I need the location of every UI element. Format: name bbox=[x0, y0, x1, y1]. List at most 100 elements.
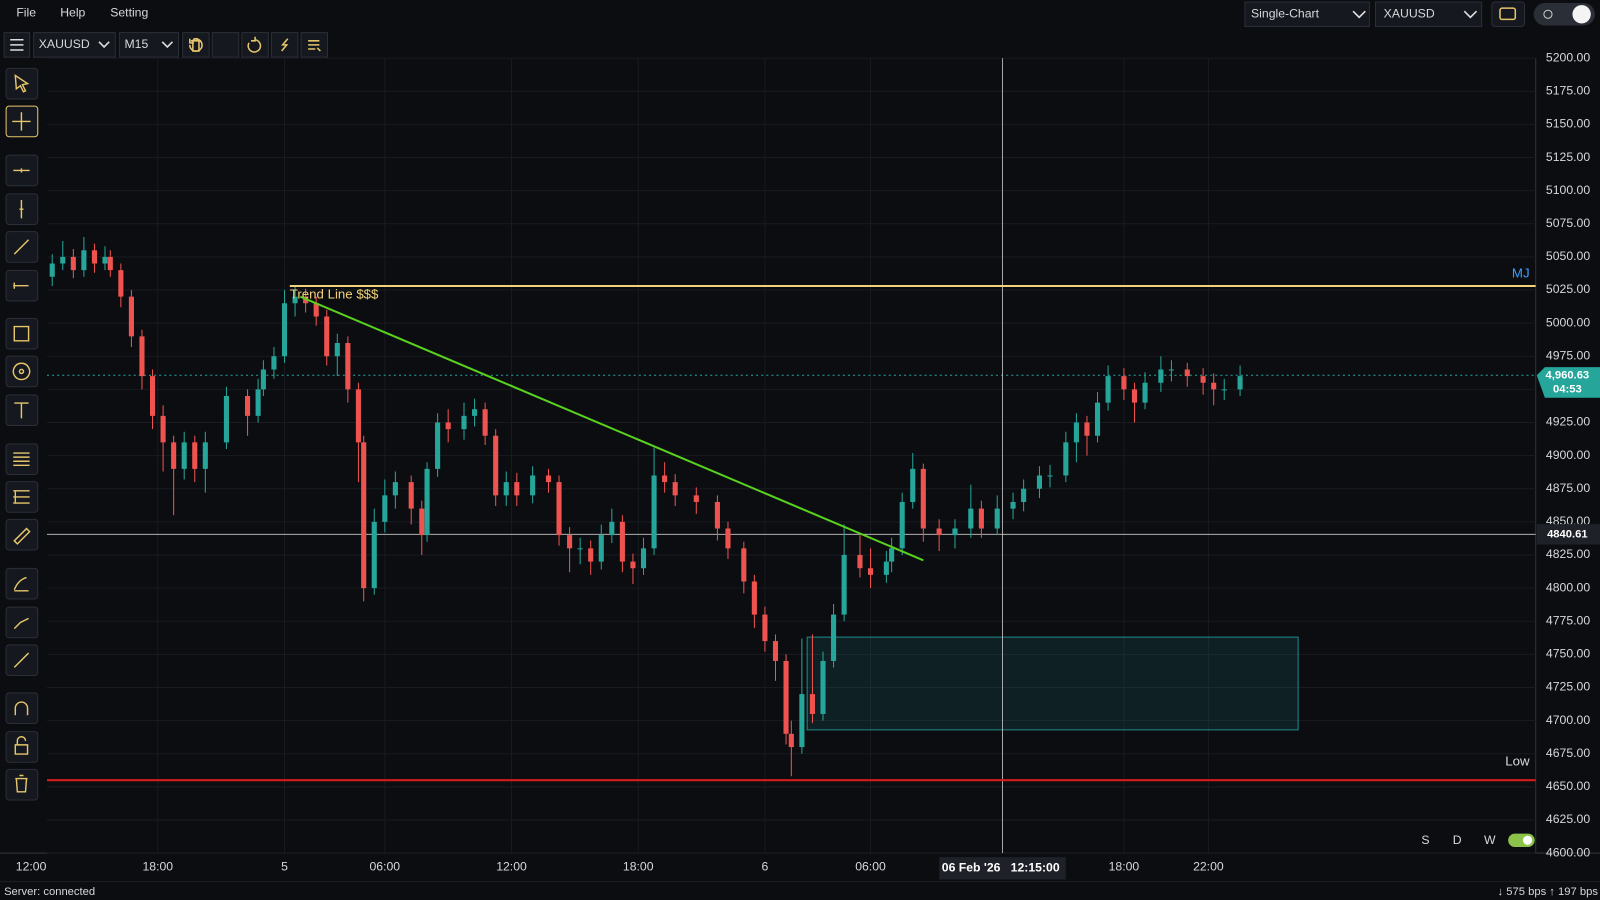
candle-body bbox=[245, 395, 251, 416]
y-tick-label: 4975.00 bbox=[1546, 348, 1590, 362]
candle-body bbox=[751, 581, 757, 615]
tool-button[interactable] bbox=[5, 768, 39, 801]
icon bbox=[13, 239, 30, 255]
icon bbox=[281, 38, 289, 52]
candle-body bbox=[1168, 369, 1174, 371]
y-tick-label: 4625.00 bbox=[1546, 812, 1590, 826]
candle-body bbox=[609, 521, 615, 536]
candle-body bbox=[1184, 369, 1190, 377]
x-tick-label: 18:00 bbox=[142, 860, 173, 874]
symbol-label: XAUUSD bbox=[1384, 7, 1435, 21]
symbol-label: XAUUSD bbox=[39, 37, 90, 51]
y-tick-label: 4800.00 bbox=[1546, 580, 1590, 594]
tool-button[interactable] bbox=[5, 67, 39, 100]
range-button[interactable]: S bbox=[1421, 833, 1429, 847]
candle-body bbox=[809, 694, 815, 714]
candle-body bbox=[107, 256, 113, 271]
candle-body bbox=[1094, 402, 1101, 436]
candle-body bbox=[1036, 475, 1043, 489]
menu-item[interactable]: Help bbox=[60, 5, 85, 19]
x-tick-label: 22:00 bbox=[1193, 860, 1224, 874]
candle-body bbox=[81, 250, 87, 271]
toolbar-button[interactable] bbox=[241, 32, 269, 58]
candle-body bbox=[128, 296, 134, 337]
candle-body bbox=[503, 482, 509, 496]
candle-body bbox=[482, 409, 488, 436]
tool-button[interactable] bbox=[5, 443, 39, 475]
last-price-box bbox=[1536, 367, 1600, 398]
candle-body bbox=[672, 482, 678, 496]
candle-body bbox=[1105, 376, 1111, 403]
candle-body bbox=[371, 521, 377, 589]
candle-body bbox=[160, 415, 166, 443]
candle-body bbox=[223, 395, 229, 443]
candle-body bbox=[936, 528, 942, 536]
menu-item[interactable]: Setting bbox=[110, 5, 148, 19]
line-tag: MJ bbox=[1512, 265, 1530, 280]
candle-body bbox=[867, 568, 874, 575]
y-tick-label: 4750.00 bbox=[1546, 647, 1590, 661]
y-tick-label: 4600.00 bbox=[1546, 845, 1590, 859]
icon bbox=[13, 490, 30, 504]
candle-body bbox=[445, 422, 451, 430]
y-tick-label: 4825.00 bbox=[1546, 547, 1590, 561]
crosshair-time-box bbox=[939, 857, 1066, 880]
toolbar-button[interactable] bbox=[211, 32, 240, 58]
candle-body bbox=[783, 660, 789, 734]
candle-body bbox=[281, 303, 288, 357]
candle-body bbox=[545, 475, 552, 483]
toolbar-button[interactable] bbox=[182, 32, 210, 58]
candle-body bbox=[910, 468, 916, 502]
candle-body bbox=[118, 270, 124, 297]
y-tick-label: 5100.00 bbox=[1546, 183, 1590, 197]
candle-body bbox=[920, 468, 926, 529]
candle-body bbox=[630, 561, 636, 569]
tool-button[interactable] bbox=[5, 692, 39, 724]
candle-body bbox=[725, 528, 731, 549]
symbol-select[interactable] bbox=[1375, 1, 1483, 28]
candle-body bbox=[91, 250, 98, 264]
icon bbox=[13, 576, 29, 592]
y-tick-label: 5150.00 bbox=[1546, 117, 1590, 131]
x-tick-label: 18:00 bbox=[1109, 860, 1140, 874]
candle-body bbox=[419, 508, 425, 536]
candle-body bbox=[1131, 389, 1138, 403]
layout-select[interactable] bbox=[1244, 1, 1370, 28]
tool-button[interactable] bbox=[5, 355, 39, 388]
tool-button[interactable] bbox=[5, 518, 39, 551]
line-label: Trend Line $$$ bbox=[290, 287, 379, 302]
candle-body bbox=[1211, 382, 1217, 390]
candle-body bbox=[313, 303, 319, 317]
dropdown-arrow bbox=[1463, 10, 1478, 19]
x-tick-label: 6 bbox=[762, 860, 769, 874]
candle-body bbox=[139, 336, 145, 377]
menu-item[interactable]: File bbox=[16, 5, 36, 19]
candle-body bbox=[799, 694, 805, 748]
y-tick-label: 4650.00 bbox=[1546, 779, 1590, 793]
demand-zone bbox=[806, 636, 1299, 731]
tool-button[interactable] bbox=[5, 567, 39, 600]
toolbar-button[interactable] bbox=[270, 32, 299, 58]
candle-body bbox=[461, 415, 467, 430]
candle-body bbox=[530, 475, 536, 496]
icon bbox=[13, 282, 29, 289]
tv-button[interactable] bbox=[1491, 1, 1525, 28]
tool-button[interactable] bbox=[5, 731, 39, 763]
range-button[interactable]: D bbox=[1453, 833, 1462, 847]
x-tick-label: 18:00 bbox=[623, 860, 654, 874]
plot-area: Trend Line $$$ MJ Low bbox=[46, 58, 1536, 854]
candle-body bbox=[1142, 382, 1148, 403]
grid bbox=[46, 57, 1536, 854]
range-button[interactable]: W bbox=[1484, 833, 1496, 847]
candle-body bbox=[831, 614, 837, 661]
candle-body bbox=[1010, 501, 1016, 509]
tool-button[interactable] bbox=[5, 317, 39, 350]
icon bbox=[14, 74, 30, 93]
icon bbox=[190, 38, 202, 52]
x-tick-label: 5 bbox=[281, 860, 288, 874]
x-tick-label: 12:00 bbox=[496, 860, 527, 874]
candle-body bbox=[60, 256, 66, 264]
candle-body bbox=[1047, 475, 1053, 477]
